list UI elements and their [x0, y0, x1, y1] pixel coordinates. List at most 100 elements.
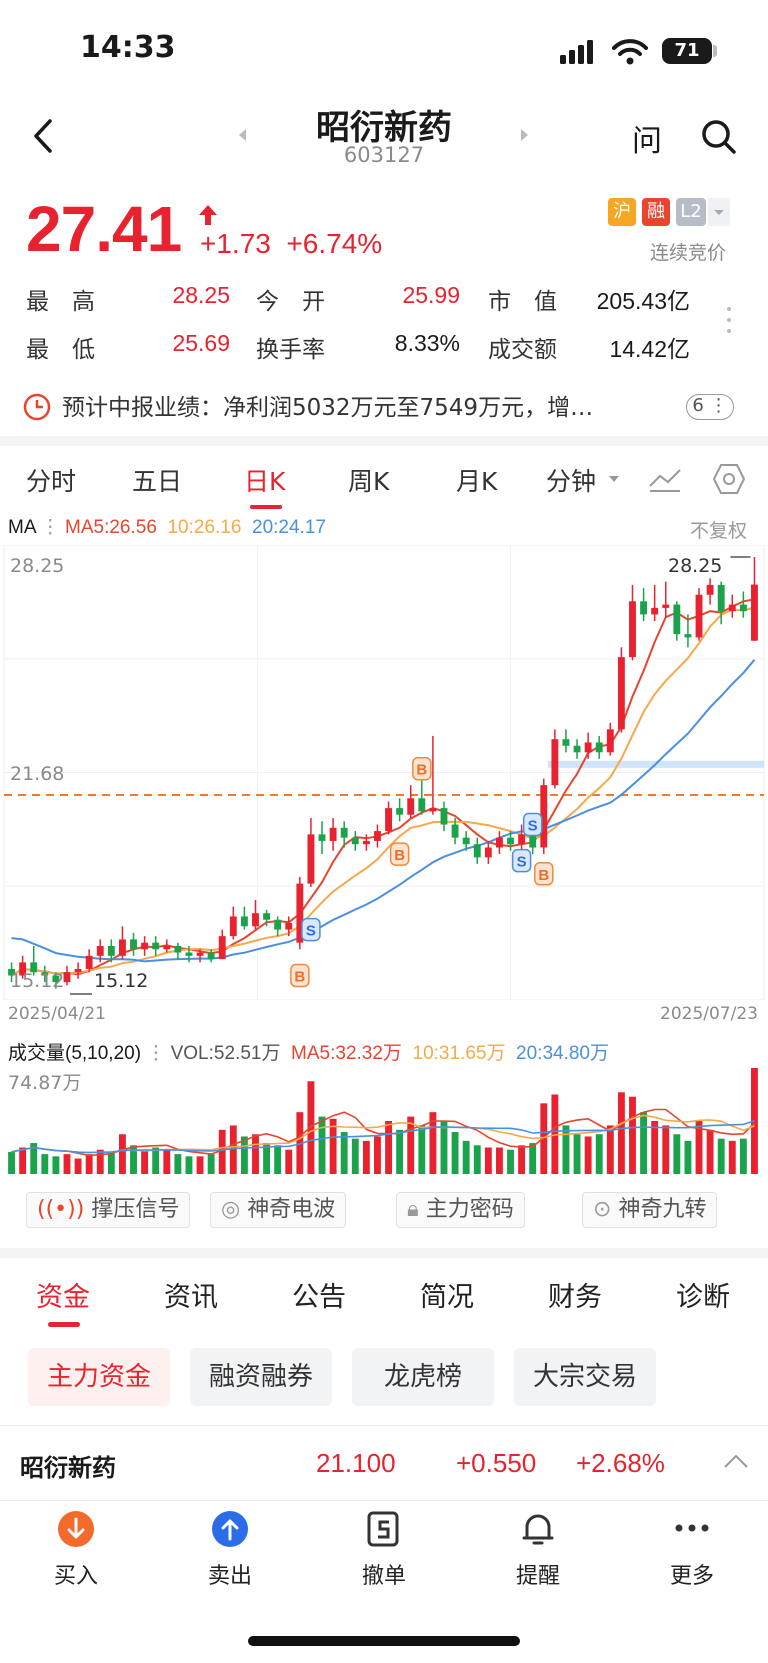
chart-settings-icon[interactable] [712, 462, 746, 496]
volume-bar-32 [362, 1140, 370, 1174]
volume-bar-29 [329, 1118, 337, 1174]
tab-diagnosis[interactable]: 诊断 [676, 1282, 730, 1313]
volume-bar-27 [307, 1081, 315, 1174]
support-resistance-button[interactable]: ((•)) 撑压信号 [26, 1192, 191, 1228]
tab-five-day[interactable]: 五日 [132, 467, 183, 496]
candle-body-47 [529, 834, 537, 848]
volume-bar-62 [695, 1121, 703, 1174]
volume-bar-14 [163, 1149, 171, 1174]
adjust-mode[interactable]: 不复权 [690, 520, 748, 542]
candle-body-61 [684, 634, 692, 638]
pill-margin-trading[interactable]: 融资融券 [190, 1348, 332, 1406]
more-dots-icon[interactable] [673, 1518, 711, 1538]
magic-nine-button[interactable]: ⊙ 神奇九转 [582, 1192, 718, 1228]
candle-body-54 [606, 729, 614, 753]
tab-monthly-k[interactable]: 月K [456, 467, 498, 496]
candle-body-0 [8, 968, 15, 976]
tab-financials[interactable]: 财务 [548, 1282, 602, 1313]
stock-name: 昭衍新药 [316, 108, 452, 148]
candle-body-60 [673, 604, 681, 635]
ma-lines [10, 598, 756, 977]
volume-bar-59 [662, 1125, 670, 1174]
volume-bar-36 [407, 1116, 415, 1174]
nav-more[interactable]: 更多 [669, 1564, 714, 1589]
magic-wave-button[interactable]: ◎ 神奇电波 [210, 1192, 347, 1228]
volume-bar-45 [507, 1149, 514, 1174]
tab-profile[interactable]: 简况 [420, 1282, 474, 1313]
ask-button[interactable]: 问 [632, 124, 662, 159]
search-icon[interactable] [700, 118, 738, 156]
stat-turnover-value: 8.33% [394, 330, 460, 356]
volume-bar-4 [52, 1156, 60, 1174]
tab-intraday[interactable]: 分时 [26, 467, 77, 496]
collapse-chevron-icon[interactable] [722, 1452, 750, 1470]
cancel-order-icon[interactable] [365, 1510, 403, 1548]
volume-chart[interactable] [0, 1060, 768, 1176]
stock-code: 603127 [343, 143, 425, 167]
candle-body-10 [118, 939, 126, 956]
signal-badge-0 [290, 963, 310, 988]
signal-badge-6 [534, 862, 554, 886]
volume-legend: 成交量(5,10,20) ⋮ VOL:52.51万 MA5:32.32万 10:… [8, 1043, 609, 1064]
tab-weekly-k[interactable]: 周K [348, 467, 390, 496]
nav-sell[interactable]: 卖出 [207, 1564, 252, 1589]
ma10-value: 10:26.16 [167, 517, 242, 538]
candle-body-52 [584, 742, 592, 753]
pill-dragon-tiger[interactable]: 龙虎榜 [352, 1348, 494, 1406]
pill-block-trade[interactable]: 大宗交易 [514, 1348, 656, 1406]
up-arrow-icon [199, 205, 217, 225]
minute-dropdown-icon[interactable] [608, 474, 620, 484]
candle-body-42 [473, 844, 481, 858]
notice-count[interactable]: 6 ⋮ [686, 394, 734, 420]
volume-bar-43 [484, 1147, 492, 1174]
candle-body-64 [717, 584, 725, 612]
volume-bar-25 [285, 1149, 293, 1174]
more-vertical-icon[interactable] [726, 306, 732, 334]
candle-body-51 [573, 745, 581, 753]
bell-icon[interactable] [519, 1510, 557, 1548]
volume-bar-5 [63, 1154, 71, 1174]
tab-daily-k[interactable]: 日K [244, 467, 286, 496]
candle-body-33 [374, 831, 381, 841]
badge-dropdown[interactable] [708, 198, 730, 226]
prev-stock-icon[interactable] [237, 128, 247, 142]
candle-body-63 [706, 584, 714, 595]
nav-alert[interactable]: 提醒 [515, 1564, 560, 1589]
change-value: +1.73 [200, 228, 271, 259]
stat-amount-label: 成交额 [488, 337, 557, 363]
tab-news[interactable]: 资讯 [164, 1282, 218, 1313]
signal-label-5: S [528, 818, 538, 835]
candle-body-36 [407, 798, 415, 815]
volume-bar-55 [617, 1092, 625, 1174]
pill-main-funds[interactable]: 主力资金 [28, 1348, 170, 1406]
signal-label-2: B [394, 847, 405, 864]
candle-body-65 [728, 604, 736, 612]
tab-funds[interactable]: 资金 [36, 1282, 90, 1313]
next-stock-icon[interactable] [520, 128, 530, 142]
tab-announcements[interactable]: 公告 [292, 1282, 346, 1313]
vol-ma20: 20:34.80万 [516, 1043, 609, 1064]
main-force-code-label: 主力密码 [425, 1197, 514, 1222]
candle-body-1 [19, 962, 27, 976]
notice-text[interactable]: 预计中报业绩：净利润5032万元至7549万元，增… [62, 395, 594, 421]
volume-bar-19 [218, 1129, 226, 1174]
buy-icon[interactable] [57, 1510, 95, 1548]
fund-row-pct: +2.68% [576, 1448, 665, 1478]
vol-value: VOL:52.51万 [170, 1043, 281, 1064]
badge-l2[interactable]: L2 [676, 198, 706, 226]
nav-cancel-order[interactable]: 撤单 [361, 1564, 406, 1589]
candle-body-46 [518, 834, 526, 845]
chart-grid [3, 545, 765, 1000]
candle-body-38 [429, 808, 437, 812]
sell-icon[interactable] [211, 1510, 249, 1548]
draw-line-icon[interactable] [648, 464, 682, 494]
nav-buy[interactable]: 买入 [53, 1564, 98, 1589]
back-arrow-icon[interactable] [30, 118, 56, 154]
stat-low-label: 最 低 [26, 337, 95, 363]
fund-row-price: 21.100 [316, 1448, 396, 1478]
signal-badge-2 [389, 842, 410, 866]
tab-minute[interactable]: 分钟 [546, 467, 597, 496]
main-force-code-button[interactable]: 🔒︎ 主力密码 [396, 1192, 525, 1228]
